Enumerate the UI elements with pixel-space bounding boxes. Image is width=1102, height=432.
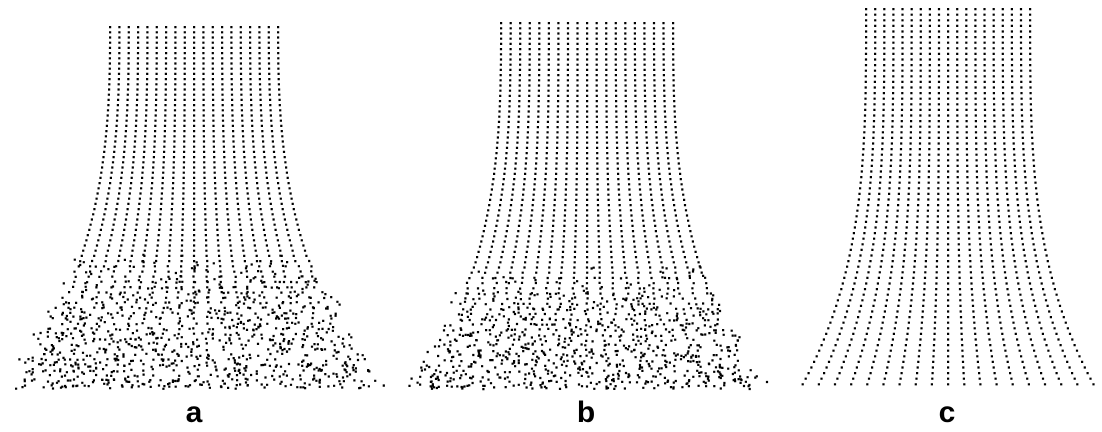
dot-streamlines bbox=[801, 8, 1095, 386]
panel-label-c: c bbox=[938, 396, 956, 429]
dot-streamlines bbox=[15, 26, 385, 390]
panel-label-b: b bbox=[576, 396, 596, 429]
panel-a-plot bbox=[15, 26, 385, 390]
panel-c-plot bbox=[801, 8, 1095, 386]
panel-label-a: a bbox=[185, 396, 203, 429]
